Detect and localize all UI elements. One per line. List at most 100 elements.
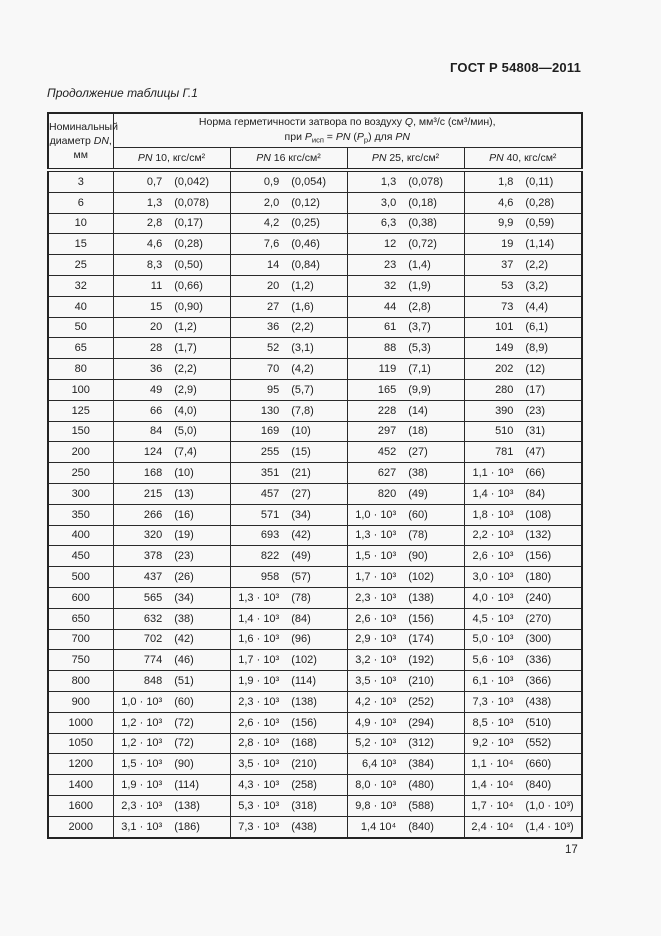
value-cell: 510 (31) [463, 420, 583, 443]
flow-value: 848 [143, 675, 163, 688]
flow-value-paren: (2,2) [174, 363, 197, 376]
flow-value-paren: (138) [408, 591, 434, 604]
flow-value-paren: (19) [174, 529, 194, 542]
flow-value: 4,2 · 10³ [355, 695, 397, 708]
value-cell: 702 (42) [112, 628, 231, 651]
header-row-top: Номинальный диаметр DN, мм Норма гермети… [47, 112, 583, 172]
value-cell: 66 (4,0) [112, 399, 231, 422]
pn-symbol-2: PN [395, 130, 410, 143]
flow-value-paren: (84) [291, 612, 311, 625]
flow-value: 1,4 · 10⁴ [471, 779, 514, 791]
flow-value-paren: (8,9) [525, 342, 549, 355]
flow-value: 2,8 [146, 217, 163, 230]
flow-value: 168 [143, 467, 163, 480]
dn-header-line2-pre: диаметр [49, 134, 94, 147]
flow-value: 37 [501, 259, 514, 272]
dn-header-cell: Номинальный диаметр DN, мм [47, 112, 118, 172]
table-row: 150 84 (5,0) 169 (10) 297 (18) 510 (31) [47, 420, 583, 443]
value-cell: 627 (38) [346, 462, 465, 484]
flow-value-paren: (38) [174, 612, 194, 625]
flow-value: 1,3 · 10³ [355, 529, 397, 542]
flow-value-paren: (114) [174, 779, 200, 791]
value-cell: 6,3 (0,38) [346, 212, 465, 235]
flow-value: 1,4 · 10³ [238, 612, 280, 625]
flow-value-paren: (102) [408, 571, 434, 584]
flow-value-paren: (10) [174, 467, 194, 480]
flow-value-paren: (34) [291, 508, 311, 521]
flow-value-paren: (186) [174, 820, 200, 833]
value-cell: 457 (27) [229, 482, 348, 505]
flow-value-paren: (46) [174, 654, 194, 667]
flow-value-paren: (0,042) [174, 175, 210, 188]
flow-value-paren: (192) [408, 654, 434, 667]
standard-number: ГОСТ Р 54808—2011 [450, 60, 581, 75]
flow-value: 8,0 · 10³ [355, 779, 397, 791]
value-cell: 1,1 · 10⁴ (660) [463, 753, 583, 776]
flow-value-paren: (26) [174, 571, 194, 584]
value-cell: 1,3 · 10³ (78) [346, 524, 465, 547]
value-cell: 437 (26) [112, 566, 231, 588]
value-cell: 0,7 (0,042) [112, 169, 231, 193]
dn-header-line3: мм [73, 149, 88, 162]
table-row: 1050 1,2 · 10³ (72) 2,8 · 10³ (168) 5,2 · 10³… [47, 732, 583, 755]
flow-value: 8,3 [146, 259, 163, 272]
table-row: 25 8,3 (0,50) 14 (0,84) 23 (1,4) 37 (2,2) [47, 254, 583, 276]
flow-value: 2,9 · 10³ [355, 633, 397, 646]
value-cell: 7,6 (0,46) [229, 233, 348, 256]
flow-value-paren: (0,72) [408, 238, 437, 251]
flow-value: 3,5 · 10³ [355, 675, 397, 688]
flow-value: 2,2 · 10³ [472, 529, 514, 542]
value-cell: 2,2 · 10³ (132) [463, 524, 583, 547]
flow-value: 510 [495, 425, 514, 438]
flow-value-paren: (13) [174, 487, 194, 500]
flow-value: 23 [383, 259, 397, 272]
value-cell: 1,4 · 10³ (84) [229, 607, 348, 630]
dn-cell: 10 [47, 212, 114, 235]
flow-value-paren: (5,3) [408, 342, 431, 355]
flow-value-paren: (114) [291, 675, 317, 688]
value-cell: 124 (7,4) [112, 441, 231, 464]
flow-value: 7,6 [263, 238, 280, 251]
flow-value: 1,5 · 10³ [355, 550, 397, 563]
flow-value-paren: (0,28) [525, 196, 555, 209]
flow-value: 0,9 [263, 175, 280, 188]
table-row: 1400 1,9 · 10³ (114) 4,3 · 10³ (258) 8,0 · 10… [47, 774, 583, 796]
value-cell: 119 (7,1) [346, 358, 465, 380]
table-caption: Продолжение таблицы Г.1 [47, 86, 198, 100]
value-cell: 3,0 · 10³ (180) [463, 566, 583, 588]
value-cell: 228 (14) [346, 399, 465, 422]
flow-value-paren: (0,25) [291, 217, 320, 230]
pn-header-cell-16: PN 16 кгс/см² [229, 147, 348, 172]
dn-cell: 1050 [47, 732, 114, 755]
flow-value-paren: (0,17) [174, 217, 203, 230]
value-cell: 9,8 · 10³ (588) [346, 794, 465, 817]
value-cell: 1,7 · 10⁴ (1,0 · 10³) [463, 794, 583, 817]
flow-value-paren: (102) [291, 654, 317, 667]
value-cell: 8,3 (0,50) [112, 254, 231, 276]
value-cell: 0,9 (0,054) [229, 169, 348, 193]
dn-cell: 3 [47, 169, 114, 193]
p-sub-r: р [363, 135, 369, 145]
flow-value-paren: (49) [408, 487, 428, 500]
flow-value-paren: (270) [525, 612, 552, 625]
flow-value-paren: (0,12) [291, 196, 320, 209]
flow-value-paren: (1,2) [174, 321, 197, 334]
value-cell: 1,1 · 10³ (66) [463, 462, 583, 484]
value-cell: 1,0 · 10³ (60) [112, 690, 231, 713]
flow-value: 390 [495, 404, 514, 417]
value-cell: 693 (42) [229, 524, 348, 547]
flow-value: 4,6 [498, 196, 514, 209]
header-row-pn: PN 10, кгс/см² PN 16 кгс/см² PN 25, кгс/… [48, 147, 583, 172]
table-row: 1600 2,3 · 10³ (138) 5,3 · 10³ (318) 9,8 · 10… [47, 794, 583, 817]
value-cell: 297 (18) [346, 420, 465, 443]
value-cell: 5,2 · 10³ (312) [346, 732, 465, 755]
table-row: 10 2,8 (0,17) 4,2 (0,25) 6,3 (0,38) 9,9 (0,59) [47, 212, 583, 235]
q2-eq: = [323, 130, 336, 143]
dn-header-line1: Номинальный [49, 120, 118, 133]
flow-value-paren: (9,9) [408, 383, 431, 396]
flow-value: 169 [260, 425, 280, 438]
table-row: 6 1,3 (0,078) 2,0 (0,12) 3,0 (0,18) 4,6 (0,28) [47, 191, 583, 214]
value-cell: 571 (34) [229, 503, 348, 526]
flow-value-paren: (1,4 · 10³) [525, 820, 574, 833]
flow-value-paren: (1,14) [525, 238, 555, 251]
